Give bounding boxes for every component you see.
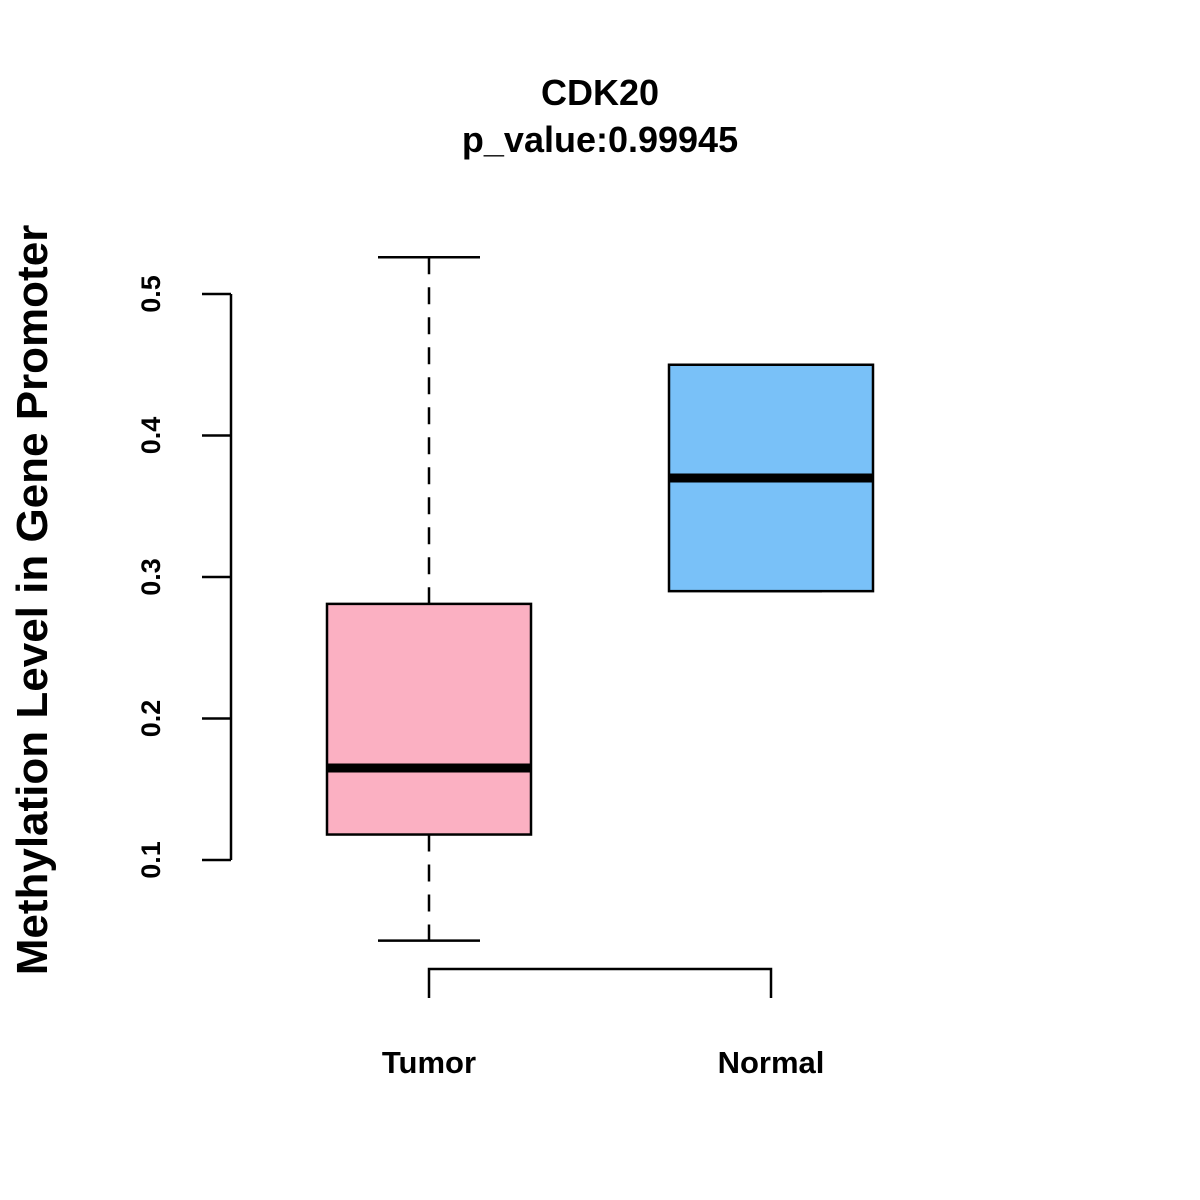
x-tick-label-normal: Normal xyxy=(718,1045,825,1080)
bracket-line xyxy=(427,967,773,998)
x-tick-label-tumor: Tumor xyxy=(382,1045,476,1080)
chart-subtitle: p_value:0.99945 xyxy=(462,119,738,160)
y-axis: 0.1 0.2 0.3 0.4 0.5 xyxy=(136,275,233,879)
y-tick-label: 0.2 xyxy=(136,700,166,738)
box-group xyxy=(325,255,875,942)
x-axis-labels: Tumor Normal xyxy=(382,1045,824,1080)
y-tick-label: 0.3 xyxy=(136,558,166,596)
y-axis-label: Methylation Level in Gene Promoter xyxy=(8,225,57,976)
y-tick-label: 0.4 xyxy=(136,417,166,455)
box-normal xyxy=(667,363,875,593)
comparison-bracket xyxy=(427,967,773,998)
chart-title: CDK20 xyxy=(541,72,659,113)
y-tick-label: 0.1 xyxy=(136,841,166,879)
y-tick-label: 0.5 xyxy=(136,275,166,313)
box-iqr xyxy=(325,602,533,836)
box-tumor xyxy=(325,255,533,942)
